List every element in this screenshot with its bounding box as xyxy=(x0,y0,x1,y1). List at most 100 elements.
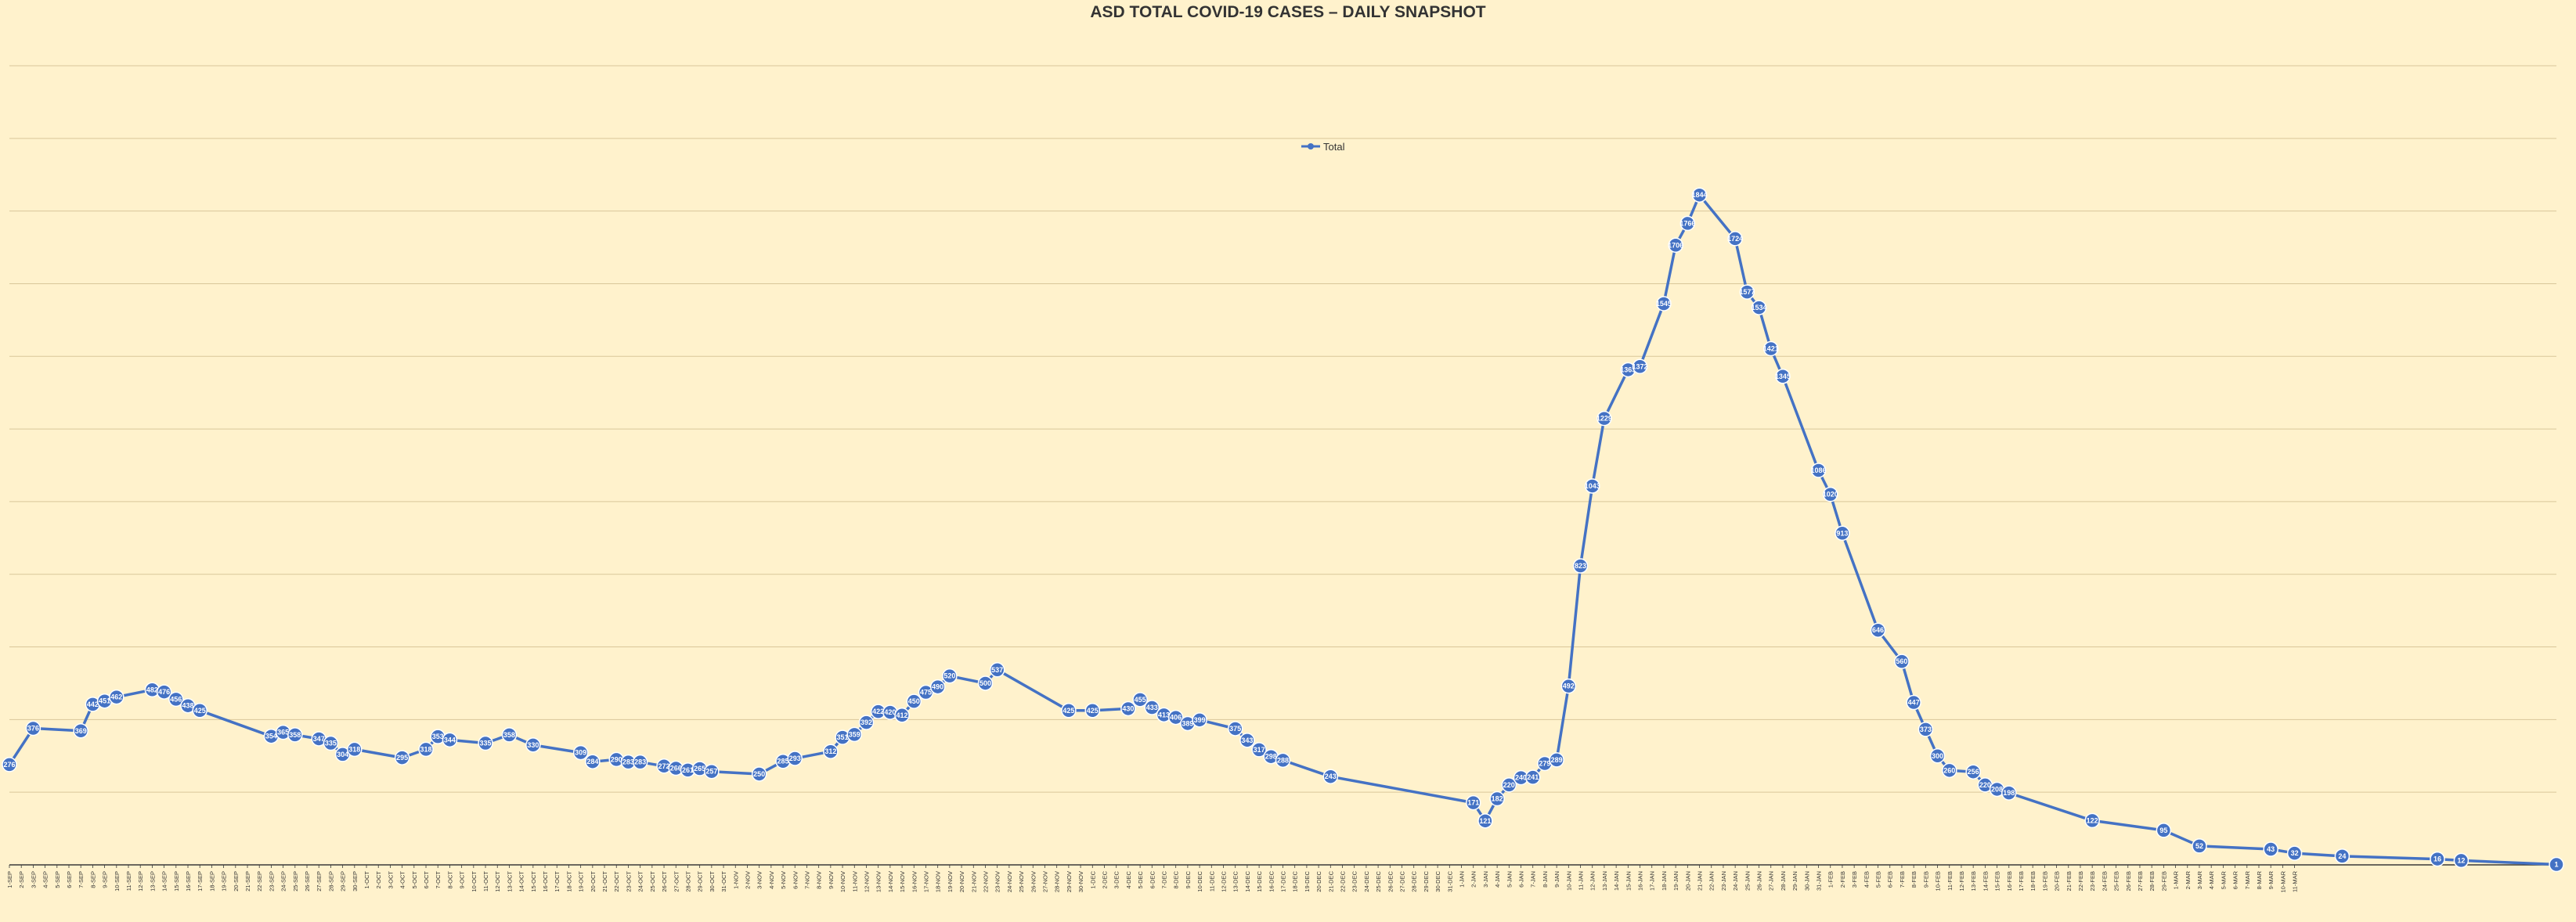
data-point: 295 xyxy=(394,750,410,765)
x-tick-label: 22-DEC xyxy=(1340,870,1347,891)
data-point: 358 xyxy=(287,727,303,743)
data-point: 1229 xyxy=(1596,410,1612,427)
x-tick-label: 25-JAN xyxy=(1744,871,1751,891)
x-tick-label: 20-NOV xyxy=(958,871,965,892)
x-tick-label: 14-NOV xyxy=(887,871,894,892)
data-point-marker xyxy=(823,744,839,759)
x-tick-label: 16-JAN xyxy=(1637,871,1644,891)
data-label: 1534 xyxy=(1752,304,1767,312)
data-label: 257 xyxy=(705,768,717,776)
data-point-marker xyxy=(2001,785,2017,801)
data-point-marker xyxy=(572,744,589,761)
x-tick-label: 28-JAN xyxy=(1780,871,1787,891)
data-point: 646 xyxy=(1870,622,1886,638)
data-label: 353 xyxy=(432,733,444,740)
x-tick-label: 30-JAN xyxy=(1803,871,1810,891)
x-tick-label: 11-SEP xyxy=(125,871,132,891)
data-point: 24 xyxy=(2334,848,2351,864)
data-label: 52 xyxy=(2195,842,2203,850)
data-label: 425 xyxy=(1087,707,1099,715)
x-tick-label: 16-DEC xyxy=(1268,870,1275,891)
data-label: 288 xyxy=(1277,756,1289,764)
x-tick-label: 3-JAN xyxy=(1482,871,1489,888)
data-label: 32 xyxy=(2291,849,2299,857)
data-point-marker xyxy=(1762,340,1779,357)
x-tick-label: 6-FEB xyxy=(1887,871,1894,888)
data-label: 256 xyxy=(1968,768,1979,776)
data-point-marker xyxy=(751,766,767,782)
data-point: 455 xyxy=(1132,692,1148,708)
x-tick-label: 12-JAN xyxy=(1589,871,1596,891)
x-axis-ticks: 1-SEP 2-SEP 3-SEP 4-SEP 5-SEP 6-SEP 7-SEP 8-SEP… xyxy=(6,865,2299,893)
x-tick-label: 14-DEC xyxy=(1244,870,1251,891)
x-tick-label: 18-NOV xyxy=(935,871,942,892)
x-tick-label: 31-DEC xyxy=(1446,870,1453,891)
data-label: 376 xyxy=(27,725,39,733)
data-label: 43 xyxy=(2267,845,2275,853)
x-tick-label: 2-FEB xyxy=(1839,871,1846,888)
x-tick-label: 27-FEB xyxy=(2137,871,2144,891)
x-tick-label: 11-JAN xyxy=(1578,871,1585,890)
x-tick-label: 4-MAR xyxy=(2208,870,2215,889)
data-point-marker xyxy=(1227,721,1243,737)
data-label: 309 xyxy=(575,749,586,757)
data-label: 358 xyxy=(289,731,301,739)
data-point-marker xyxy=(989,662,1005,678)
data-label: 312 xyxy=(824,747,836,755)
x-tick-label: 12-FEB xyxy=(1958,871,1965,891)
data-label: 1345 xyxy=(1775,373,1791,380)
data-label: 24 xyxy=(2338,852,2346,860)
data-label: 392 xyxy=(860,719,872,726)
x-tick-label: 10-JAN xyxy=(1565,871,1572,891)
x-tick-label: 10-DEC xyxy=(1196,870,1203,891)
x-tick-label: 13-NOV xyxy=(875,871,882,892)
x-tick-label: 22-OCT xyxy=(613,871,620,892)
x-tick-label: 6-NOV xyxy=(792,871,799,889)
x-tick-label: 11-MAR xyxy=(2292,870,2299,892)
data-point: 1724 xyxy=(1727,231,1743,247)
data-point-marker xyxy=(418,741,434,758)
x-tick-label: 4-SEP xyxy=(42,871,49,888)
x-tick-label: 30-OCT xyxy=(709,871,716,892)
data-point-marker xyxy=(846,726,863,743)
data-point: 300 xyxy=(1929,748,1946,764)
data-label: 422 xyxy=(872,708,884,715)
data-point: 335 xyxy=(323,735,339,751)
data-label: 359 xyxy=(849,730,860,738)
data-point-marker xyxy=(1084,703,1101,719)
data-point: 537 xyxy=(989,662,1005,678)
x-tick-label: 21-DEC xyxy=(1327,870,1334,891)
x-tick-label: 18-DEC xyxy=(1292,870,1299,891)
data-label: 1844 xyxy=(1692,191,1708,199)
x-tick-label: 28-FEB xyxy=(2148,871,2156,891)
x-tick-label: 5-SEP xyxy=(54,871,61,888)
data-label: 413 xyxy=(1158,711,1170,719)
data-label: 412 xyxy=(897,711,908,719)
x-tick-label: 22-FEB xyxy=(2077,871,2084,891)
data-label: 16 xyxy=(2433,855,2441,863)
x-tick-label: 23-OCT xyxy=(625,871,632,892)
data-point-marker xyxy=(787,751,803,766)
data-label: 450 xyxy=(908,697,920,705)
data-point-marker xyxy=(287,727,303,743)
x-tick-label: 2-NOV xyxy=(744,871,751,889)
data-label: 344 xyxy=(444,736,456,744)
data-point: 373 xyxy=(1918,722,1934,737)
data-label: 347 xyxy=(313,735,325,743)
data-point: 312 xyxy=(823,744,839,759)
data-point: 359 xyxy=(846,726,863,743)
data-point: 1020 xyxy=(1823,486,1838,502)
data-point: 16 xyxy=(2430,851,2445,867)
data-label: 335 xyxy=(325,740,337,747)
x-tick-label: 9-SEP xyxy=(102,871,109,888)
data-label: 250 xyxy=(753,770,765,778)
data-point-marker xyxy=(1560,678,1577,694)
data-point-marker xyxy=(1572,558,1589,574)
x-tick-label: 23-NOV xyxy=(994,871,1001,892)
x-tick-label: 24-OCT xyxy=(637,871,644,892)
x-tick-label: 4-OCT xyxy=(399,871,406,889)
data-label: 1 xyxy=(2554,861,2558,869)
x-tick-label: 5-FEB xyxy=(1875,871,1882,888)
data-label: 289 xyxy=(1551,756,1563,764)
